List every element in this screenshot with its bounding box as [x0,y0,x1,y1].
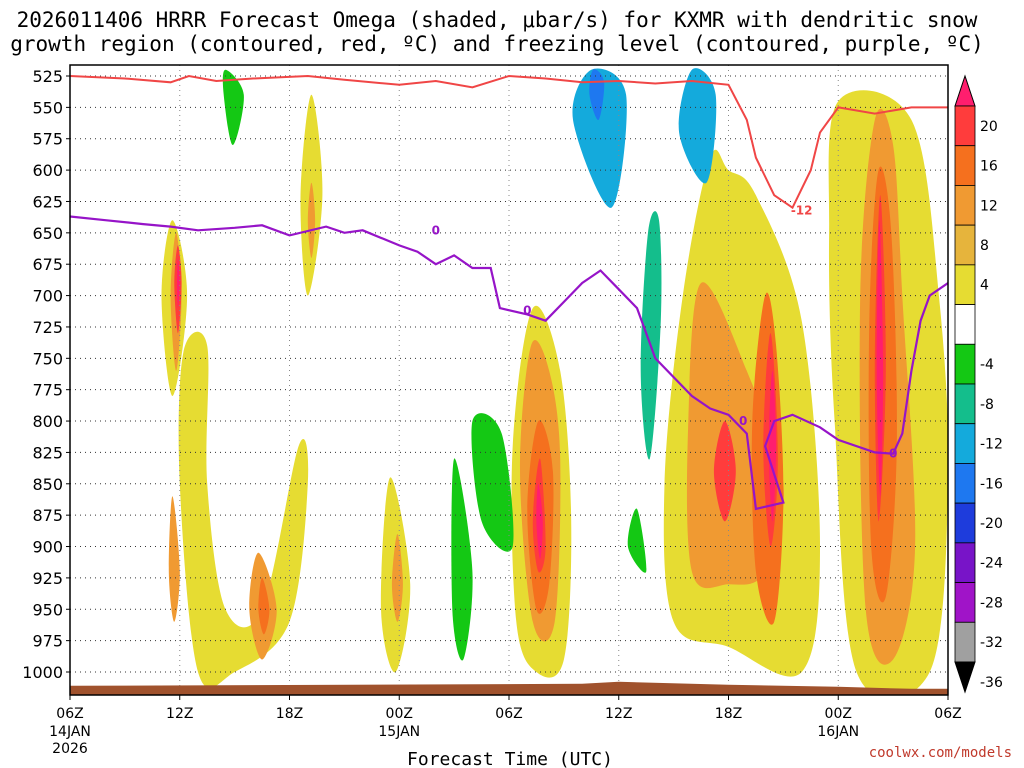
freezing-contour-label: 0 [739,414,747,428]
omega-shading [161,68,948,695]
colorbar-swatch [954,463,976,504]
x-tick-year: 2026 [52,741,88,757]
omega-region-29 [451,458,473,661]
y-tick-label: 750 [32,349,63,368]
y-tick-label: 775 [32,381,63,400]
colorbar-label: -24 [980,556,1003,572]
omega-region-22 [713,421,736,522]
colorbar-swatch [954,542,976,583]
y-tick-label: 875 [32,506,63,525]
omega-region-7 [168,496,180,622]
terrain [70,681,948,695]
colorbar-swatch [954,105,976,147]
x-tick-label: 00Z [825,706,852,722]
freezing-contour-label: 0 [432,223,440,237]
y-tick-label: 800 [32,412,63,431]
y-tick-label: 600 [32,161,63,180]
x-tick-label: 00Z [386,706,413,722]
omega-region-27 [876,220,884,497]
x-tick-date: 16JAN [817,724,859,740]
colorbar-swatch [954,502,976,544]
y-tick-label: 550 [32,98,63,117]
colorbar-swatch [954,224,976,266]
colorbar-label: -32 [980,635,1003,651]
colorbar-label: 16 [980,159,998,175]
colorbar-label: -28 [980,595,1003,611]
dgz-contour-label: -12 [791,203,813,217]
omega-region-31 [640,211,662,460]
y-tick-label: 900 [32,538,63,557]
omega-region-9 [258,577,270,635]
freezing-contour-label: 0 [889,447,897,461]
x-tick-date: 14JAN [49,724,91,740]
colorbar-bottom-arrow [954,661,976,694]
omega-region-11 [391,534,403,622]
y-tick-label: 575 [32,130,63,149]
omega-region-33 [678,68,717,184]
colorbar-label: -36 [980,675,1003,691]
omega-region-6 [178,331,309,689]
y-tick-label: 925 [32,569,63,588]
colorbar-label: -16 [980,476,1003,492]
colorbar-label: 12 [980,198,998,214]
colorbar-label: -20 [980,516,1003,532]
colorbar-top-arrow [954,74,976,107]
omega-region-30 [627,508,647,573]
x-tick-label: 06Z [934,706,961,722]
chart-title-line2: growth region (contoured, red, ºC) and f… [10,32,984,56]
colorbar-label: 4 [980,278,989,294]
y-tick-label: 825 [32,443,63,462]
colorbar-label: 20 [980,119,998,135]
colorbar-swatch [954,582,976,623]
omega-region-28 [471,413,514,552]
colorbar-label: -12 [980,437,1003,453]
colorbar-label: -8 [980,397,994,413]
y-axis: 525 550 575 600 625 650 675 700 725 750 775 800 825 8… [22,67,70,682]
y-tick-label: 675 [32,255,63,274]
y-tick-label: 725 [32,318,63,337]
y-tick-label: 700 [32,287,63,306]
colorbar-swatch [954,383,976,425]
terrain-band [70,681,948,695]
colorbar-label: 8 [980,238,989,254]
omega-region-16 [536,483,543,560]
y-tick-label: 625 [32,192,63,211]
x-axis-title: Forecast Time (UTC) [407,749,613,768]
colorbar-swatch [954,304,976,345]
colorbar-swatch [954,423,976,464]
colorbar-swatch [954,185,976,226]
freezing-contour-label: 0 [523,304,531,318]
colorbar-swatch [954,621,976,663]
colorbar: 20 16 12 8 4 -4 -8 -12 -16 -20 -24 -28 -32 -36 [954,74,1003,694]
omega-region-35 [222,69,244,145]
x-tick-label: 18Z [715,706,742,722]
x-tick-label: 06Z [56,706,83,722]
x-tick-label: 12Z [166,706,193,722]
colorbar-swatch [954,145,976,186]
y-tick-label: 650 [32,224,63,243]
omega-region-3 [177,257,180,309]
x-tick-label: 12Z [605,706,632,722]
y-tick-label: 525 [32,67,63,86]
y-tick-label: 975 [32,632,63,651]
dgz-contour-line [70,74,948,210]
y-tick-label: 850 [32,475,63,494]
omega-region-5 [307,182,316,258]
y-tick-label: 1000 [22,663,63,682]
freezing-level-line [70,215,948,511]
x-tick-label: 18Z [276,706,303,722]
x-tick-label: 06Z [495,706,522,722]
colorbar-swatch [954,264,976,305]
colorbar-swatch [954,343,976,385]
contours: -12 0 0 0 0 [70,74,948,511]
y-tick-label: 950 [32,600,63,619]
omega-region-32 [572,68,627,208]
chart-title-line1: 2026011406 HRRR Forecast Omega (shaded, … [17,8,978,32]
colorbar-label: -4 [980,357,994,373]
watermark: coolwx.com/models [869,745,1012,761]
x-tick-date: 15JAN [378,724,420,740]
